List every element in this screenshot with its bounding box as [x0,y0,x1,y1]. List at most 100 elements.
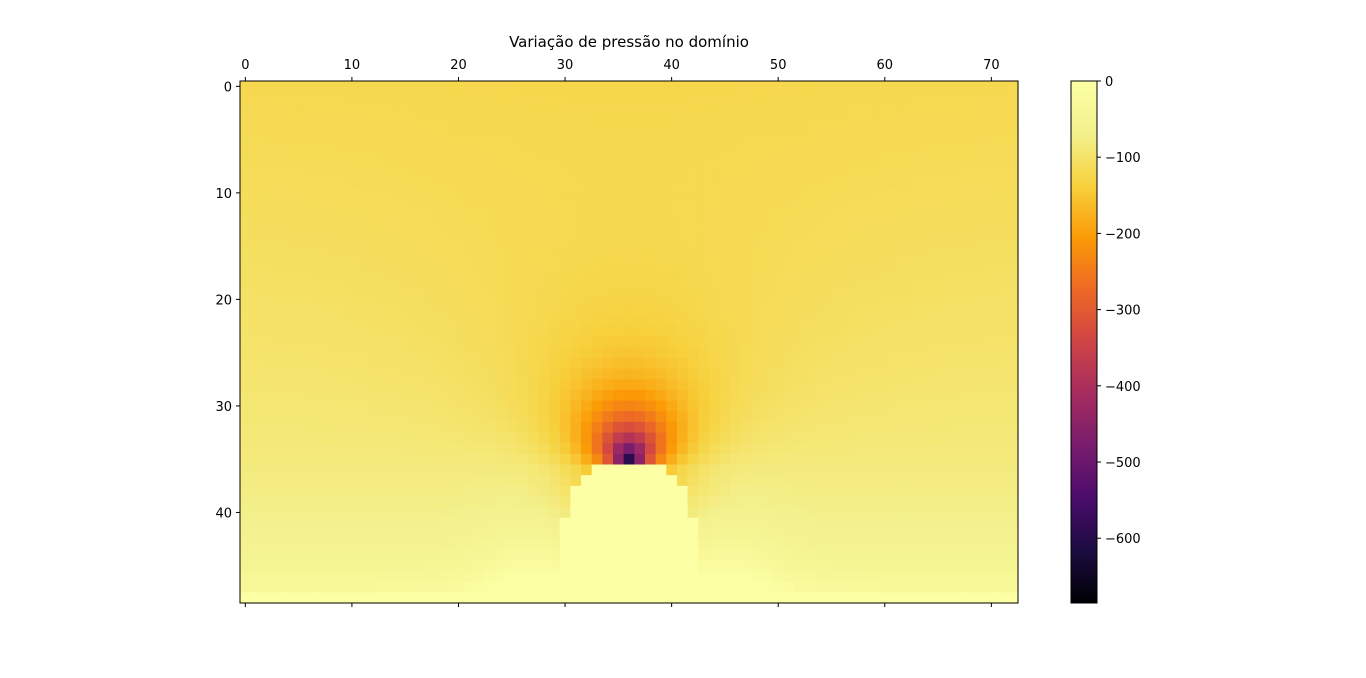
heatmap-cell [879,507,891,519]
heatmap-cell [687,347,699,359]
heatmap-cell [527,102,540,114]
heatmap-cell [804,208,817,221]
heatmap-cell [314,166,326,178]
heatmap-cell [730,517,742,530]
heatmap-cell [964,485,976,498]
heatmap-cell [751,517,763,530]
heatmap-cell [538,379,550,391]
heatmap-cell [271,507,284,519]
heatmap-cell [847,379,859,391]
heatmap-cell [943,304,955,316]
heatmap-cell [964,251,976,263]
heatmap-cell [527,347,540,359]
heatmap-cell [623,400,635,412]
heatmap-cell [474,485,486,498]
heatmap-cell [666,176,678,189]
heatmap-cell [559,539,571,551]
heatmap-cell [740,176,753,189]
heatmap-cell [453,91,465,103]
heatmap-cell [261,283,273,295]
heatmap-cell [719,379,731,391]
heatmap-cell [911,517,923,530]
heatmap-cell [495,144,508,157]
x-tick-label: 10 [344,58,361,73]
heatmap-cell [655,251,667,263]
heatmap-cell [538,571,550,583]
heatmap-cell [879,294,891,306]
heatmap-cell [868,432,881,444]
heatmap-cell [335,102,348,114]
heatmap-cell [463,432,476,444]
heatmap-cell [463,485,476,498]
heatmap-cell [602,294,614,306]
heatmap-cell [762,219,774,231]
heatmap-cell [996,453,1008,466]
heatmap-cell [517,304,529,316]
heatmap-cell [900,453,913,466]
heatmap-cell [996,475,1008,487]
heatmap-cell [890,368,902,380]
heatmap-cell [794,453,806,466]
heatmap-cell [932,432,944,444]
heatmap-cell [986,464,998,476]
heatmap-cell [240,208,252,221]
heatmap-cell [1007,368,1019,380]
heatmap-cell [719,443,731,455]
heatmap-cell [794,251,806,263]
heatmap-cell [378,539,390,551]
heatmap-cell [293,251,305,263]
heatmap-cell [687,539,699,551]
heatmap-cell [240,592,252,604]
heatmap-cell [868,251,881,263]
heatmap-cell [1007,539,1019,551]
heatmap-cell [666,283,678,295]
heatmap-cell [250,475,262,487]
heatmap-cell [975,379,987,391]
heatmap-cell [527,336,540,348]
heatmap-cell [676,272,689,285]
heatmap-cell [943,81,955,93]
heatmap-cell [581,198,593,210]
heatmap-cell [559,368,571,380]
heatmap-cell [570,187,582,199]
heatmap-cell [581,176,593,189]
heatmap-cell [804,326,817,338]
heatmap-cell [964,240,976,253]
heatmap-cell [1007,262,1019,274]
heatmap-cell [687,485,699,498]
heatmap-cell [399,155,412,167]
heatmap-cell [687,112,699,125]
heatmap-cell [293,112,305,125]
heatmap-cell [538,453,550,466]
heatmap-cell [836,507,849,519]
heatmap-cell [996,389,1008,402]
heatmap-cell [772,571,785,583]
heatmap-cell [570,134,582,146]
heatmap-cell [613,357,625,370]
heatmap-cell [314,315,326,327]
heatmap-cell [634,283,646,295]
heatmap-cell [506,379,518,391]
heatmap-cell [431,432,444,444]
heatmap-cell [804,539,817,551]
heatmap-cell [762,581,774,593]
heatmap-cell [282,155,294,167]
heatmap-cell [559,155,571,167]
heatmap-cell [549,315,561,327]
heatmap-cell [474,240,486,253]
heatmap-cell [922,336,934,348]
heatmap-cell [250,91,262,103]
heatmap-cell [986,357,998,370]
heatmap-cell [474,549,486,561]
heatmap-cell [623,208,635,221]
heatmap-cell [772,539,785,551]
heatmap-cell [271,464,284,476]
heatmap-cell [815,549,827,561]
heatmap-cell [922,592,934,604]
heatmap-cell [367,230,380,242]
heatmap-cell [399,336,412,348]
heatmap-cell [879,91,891,103]
heatmap-cell [357,166,369,178]
heatmap-cell [431,347,444,359]
heatmap-cell [666,496,678,508]
